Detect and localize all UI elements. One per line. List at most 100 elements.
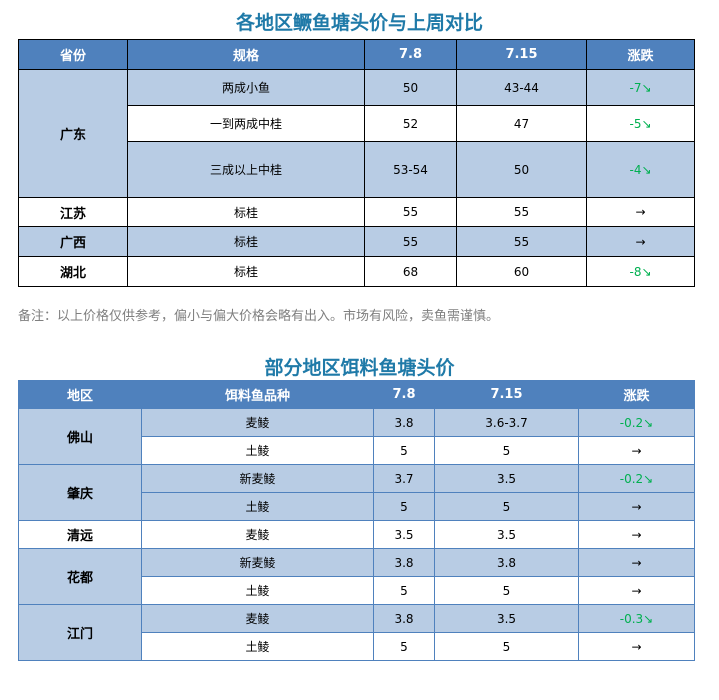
table-row: 土鲮 5 5 → [19, 492, 695, 521]
table-row: 佛山 麦鲮 3.8 3.6-3.7 -0.2↘ [18, 408, 695, 465]
change-cell: → [586, 226, 695, 257]
region-cell: 肇庆 [18, 464, 142, 521]
header-row: 地区 饵料鱼品种 7.8 7.15 涨跌 [18, 380, 695, 409]
change-cell: → [578, 548, 695, 577]
price-7-15-cell: 60 [456, 256, 587, 287]
price-7-15-cell: 3.8 [434, 548, 579, 577]
note-text: 备注：以上价格仅供参考，偏小与偏大价格会略有出入。市场有风险，卖鱼需谨慎。 [18, 309, 500, 324]
price-7-15-cell: 43-44 [456, 69, 587, 106]
spec-cell: 麦鲮 [141, 408, 374, 437]
price-7-8-cell: 53-54 [364, 141, 457, 198]
change-cell: -0.2↘ [578, 408, 695, 437]
column-header: 饵料鱼品种 [141, 380, 374, 409]
change-cell: -8↘ [586, 256, 695, 287]
spec-cell: 麦鲮 [141, 520, 374, 549]
change-cell: → [578, 576, 695, 605]
change-cell: -5↘ [586, 105, 695, 142]
price-7-8-cell: 3.8 [373, 604, 435, 633]
region-cell: 江门 [18, 604, 142, 661]
price-7-8-cell: 3.7 [373, 464, 435, 493]
table-row: 一到两成中桂 52 47 -5↘ [19, 105, 695, 142]
spec-cell: 麦鲮 [141, 604, 374, 633]
column-header: 地区 [18, 380, 142, 409]
price-7-15-cell: 5 [434, 632, 579, 661]
change-cell: -4↘ [586, 141, 695, 198]
table-row: 土鲮 5 5 → [19, 576, 695, 605]
price-7-15-cell: 3.5 [434, 520, 579, 549]
region-cell: 广东 [18, 69, 128, 198]
price-7-15-cell: 3.5 [434, 464, 579, 493]
price-7-15-cell: 5 [434, 492, 579, 521]
price-7-8-cell: 68 [364, 256, 457, 287]
region-cell: 湖北 [18, 256, 128, 287]
column-header: 规格 [127, 39, 365, 70]
price-7-8-cell: 5 [373, 492, 435, 521]
price-7-8-cell: 3.5 [373, 520, 435, 549]
price-7-8-cell: 55 [364, 226, 457, 257]
spec-cell: 三成以上中桂 [127, 141, 365, 198]
table-row: 清远 麦鲮 3.5 3.5 → [18, 520, 695, 549]
price-7-8-cell: 52 [364, 105, 457, 142]
price-7-15-cell: 50 [456, 141, 587, 198]
region-cell: 花都 [18, 548, 142, 605]
table-row: 广东 两成小鱼 50 43-44 -7↘ [18, 69, 695, 198]
price-7-8-cell: 5 [373, 576, 435, 605]
price-7-8-cell: 3.8 [373, 548, 435, 577]
region-cell: 广西 [18, 226, 128, 257]
spec-cell: 一到两成中桂 [127, 105, 365, 142]
region-cell: 清远 [18, 520, 142, 549]
table2-title: 部分地区饵料鱼塘头价 [264, 357, 455, 379]
column-header: 省份 [18, 39, 128, 70]
spec-cell: 标桂 [127, 226, 365, 257]
change-cell: → [578, 520, 695, 549]
change-cell: -0.2↘ [578, 464, 695, 493]
table-row: 广西 标桂 55 55 → [18, 226, 695, 257]
column-header: 7.15 [434, 380, 579, 409]
table-row: 江苏 标桂 55 55 → [18, 197, 695, 227]
region-cell: 江苏 [18, 197, 128, 227]
price-7-15-cell: 55 [456, 226, 587, 257]
table-row: 三成以上中桂 53-54 50 -4↘ [19, 141, 695, 198]
change-cell: -7↘ [586, 69, 695, 106]
spec-cell: 标桂 [127, 256, 365, 287]
table-row: 花都 新麦鲮 3.8 3.8 → [18, 548, 695, 605]
change-cell: → [578, 632, 695, 661]
spec-cell: 新麦鲮 [141, 464, 374, 493]
table-row: 肇庆 新麦鲮 3.7 3.5 -0.2↘ [18, 464, 695, 521]
header-row: 省份 规格 7.8 7.15 涨跌 [18, 39, 695, 70]
table-row: 土鲮 5 5 → [19, 436, 695, 465]
price-7-15-cell: 5 [434, 436, 579, 465]
price-7-15-cell: 47 [456, 105, 587, 142]
spec-cell: 土鲮 [141, 632, 374, 661]
spec-cell: 标桂 [127, 197, 365, 227]
change-cell: -0.3↘ [578, 604, 695, 633]
price-7-8-cell: 5 [373, 632, 435, 661]
bait-fish-price-table: 地区 饵料鱼品种 7.8 7.15 涨跌 佛山 麦鲮 3.8 3.6-3.7 -0.2↘ 土鲮 5 5… [18, 380, 695, 661]
price-7-15-cell: 55 [456, 197, 587, 227]
price-7-8-cell: 55 [364, 197, 457, 227]
column-header: 涨跌 [578, 380, 695, 409]
change-cell: → [586, 197, 695, 227]
price-7-8-cell: 5 [373, 436, 435, 465]
spec-cell: 两成小鱼 [127, 69, 365, 106]
column-header: 涨跌 [586, 39, 695, 70]
mandarin-fish-price-table: 省份 规格 7.8 7.15 涨跌 广东 两成小鱼 50 43-44 -7↘ 一到两成中桂 52 47… [18, 39, 695, 287]
region-cell: 佛山 [18, 408, 142, 465]
spec-cell: 土鲮 [141, 436, 374, 465]
table-row: 江门 麦鲮 3.8 3.5 -0.3↘ [18, 604, 695, 661]
price-7-8-cell: 50 [364, 69, 457, 106]
price-7-15-cell: 3.5 [434, 604, 579, 633]
spec-cell: 新麦鲮 [141, 548, 374, 577]
table1-title: 各地区鳜鱼塘头价与上周对比 [235, 12, 483, 34]
spec-cell: 土鲮 [141, 576, 374, 605]
table-row: 湖北 标桂 68 60 -8↘ [18, 256, 695, 287]
change-cell: → [578, 492, 695, 521]
change-cell: → [578, 436, 695, 465]
price-7-15-cell: 5 [434, 576, 579, 605]
spec-cell: 土鲮 [141, 492, 374, 521]
column-header: 7.8 [364, 39, 457, 70]
table-row: 土鲮 5 5 → [19, 632, 695, 661]
column-header: 7.8 [373, 380, 435, 409]
column-header: 7.15 [456, 39, 587, 70]
price-7-8-cell: 3.8 [373, 408, 435, 437]
